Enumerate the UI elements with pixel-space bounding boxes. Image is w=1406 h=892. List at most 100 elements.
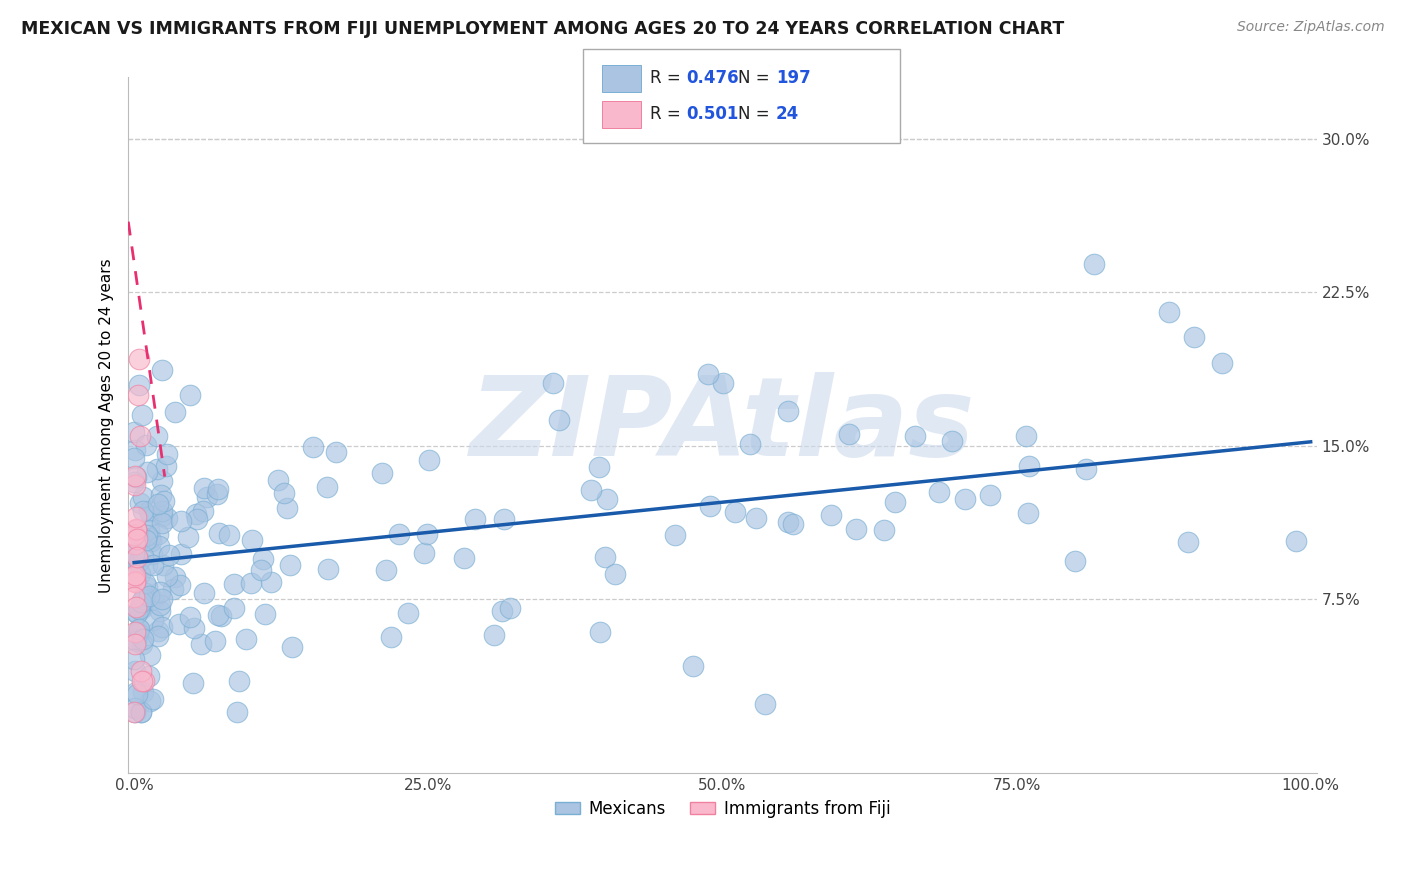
Point xyxy=(138,524,160,538)
Point xyxy=(191,503,214,517)
Point xyxy=(124,625,146,640)
Point xyxy=(883,495,905,509)
Point xyxy=(125,510,148,524)
Point xyxy=(193,586,215,600)
Point xyxy=(177,530,200,544)
Point xyxy=(778,515,800,529)
Point xyxy=(125,606,148,620)
Point xyxy=(138,669,160,683)
Point xyxy=(186,512,208,526)
Point xyxy=(122,475,145,489)
Point xyxy=(276,500,298,515)
Point xyxy=(1211,356,1233,370)
Point xyxy=(139,534,162,549)
Point xyxy=(122,632,145,646)
Point xyxy=(193,481,215,495)
Point xyxy=(145,462,167,476)
Point xyxy=(152,558,174,572)
Point xyxy=(838,426,860,441)
Text: Source: ZipAtlas.com: Source: ZipAtlas.com xyxy=(1237,20,1385,34)
Point xyxy=(315,480,337,494)
Point xyxy=(776,403,799,417)
Point xyxy=(148,539,170,553)
Point xyxy=(1064,554,1087,568)
Point xyxy=(138,589,160,603)
Point xyxy=(149,585,172,599)
Point xyxy=(122,652,145,666)
Text: R =: R = xyxy=(650,105,686,123)
Point xyxy=(122,425,145,439)
Point xyxy=(127,536,149,550)
Point xyxy=(260,575,283,590)
Point xyxy=(253,607,276,621)
Text: MEXICAN VS IMMIGRANTS FROM FIJI UNEMPLOYMENT AMONG AGES 20 TO 24 YEARS CORRELATI: MEXICAN VS IMMIGRANTS FROM FIJI UNEMPLOY… xyxy=(21,20,1064,37)
Point xyxy=(146,497,169,511)
Point xyxy=(131,504,153,518)
Point xyxy=(169,578,191,592)
Point xyxy=(179,610,201,624)
Point xyxy=(267,473,290,487)
Point xyxy=(163,405,186,419)
Point xyxy=(124,468,146,483)
Point xyxy=(482,628,505,642)
Point xyxy=(131,674,153,689)
Point xyxy=(125,522,148,536)
Point xyxy=(128,378,150,392)
Point xyxy=(127,526,149,541)
Point xyxy=(207,608,229,623)
Point xyxy=(125,606,148,620)
Point xyxy=(124,477,146,491)
Point xyxy=(124,568,146,582)
Point xyxy=(207,483,229,497)
Point xyxy=(150,503,173,517)
Point xyxy=(181,676,204,690)
Point xyxy=(149,598,172,612)
Point xyxy=(131,600,153,615)
Point xyxy=(156,447,179,461)
Point xyxy=(222,600,245,615)
Point xyxy=(723,505,745,519)
Point xyxy=(124,574,146,589)
Point xyxy=(124,705,146,719)
Point xyxy=(136,580,159,594)
Point xyxy=(135,438,157,452)
Point xyxy=(128,622,150,636)
Point xyxy=(124,590,146,604)
Point xyxy=(979,487,1001,501)
Point xyxy=(579,483,602,498)
Point xyxy=(127,625,149,640)
Point xyxy=(131,637,153,651)
Point xyxy=(125,549,148,564)
Point xyxy=(204,633,226,648)
Point xyxy=(128,602,150,616)
Point xyxy=(1182,330,1205,344)
Point xyxy=(124,637,146,651)
Point xyxy=(499,601,522,615)
Point xyxy=(820,508,842,523)
Point xyxy=(124,548,146,562)
Point xyxy=(240,576,263,591)
Point xyxy=(139,509,162,524)
Point xyxy=(124,443,146,458)
Text: 24: 24 xyxy=(776,105,800,123)
Point xyxy=(142,591,165,606)
Point xyxy=(664,528,686,542)
Point xyxy=(132,591,155,606)
Point xyxy=(301,440,323,454)
Point xyxy=(316,562,339,576)
Point xyxy=(380,630,402,644)
Point xyxy=(699,499,721,513)
Text: ZIPAtlas: ZIPAtlas xyxy=(470,372,976,479)
Point xyxy=(124,569,146,583)
Point xyxy=(128,553,150,567)
Point xyxy=(548,413,571,427)
Point xyxy=(138,504,160,518)
Point xyxy=(122,450,145,465)
Point xyxy=(129,705,152,719)
Point xyxy=(150,488,173,502)
Point xyxy=(595,549,617,564)
Point xyxy=(132,549,155,563)
Point xyxy=(1083,257,1105,271)
Point xyxy=(235,632,257,646)
Point xyxy=(228,673,250,688)
